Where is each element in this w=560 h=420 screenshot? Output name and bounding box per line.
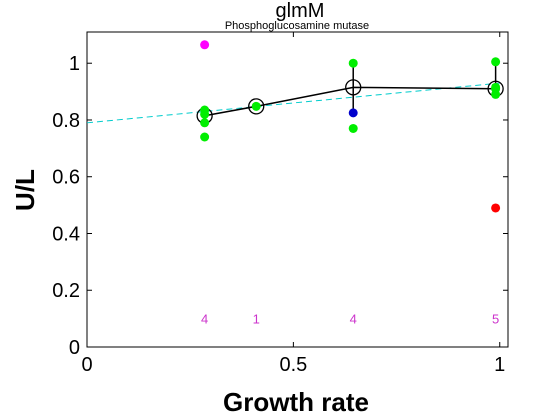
plot-area	[86, 31, 509, 348]
x-tick-label: 1	[494, 354, 505, 376]
data-point	[348, 58, 358, 68]
count-label: 4	[350, 312, 357, 327]
data-point	[348, 108, 358, 118]
x-axis-label: Growth rate	[223, 387, 369, 417]
fit-line-layer	[86, 82, 500, 124]
y-tick-label: 0.2	[52, 280, 80, 302]
count-label: 5	[492, 312, 499, 327]
data-point	[491, 57, 501, 67]
y-axis-label: U/L	[10, 169, 40, 211]
data-point	[200, 109, 210, 119]
data-points-layer	[200, 40, 501, 213]
count-label: 4	[201, 312, 208, 327]
mean-line	[204, 86, 496, 117]
y-tick-label: 0.8	[52, 110, 80, 132]
data-point	[251, 101, 261, 111]
mean-marker	[345, 79, 362, 96]
data-point	[200, 132, 210, 142]
x-tick-label: 0	[81, 354, 92, 376]
chart-title: glmM	[276, 0, 325, 22]
mean-marker	[248, 98, 265, 115]
data-point	[348, 123, 358, 133]
data-point	[200, 118, 210, 128]
x-tick-label: 0.5	[279, 354, 307, 376]
data-point	[491, 203, 501, 213]
y-tick-label: 0.6	[52, 167, 80, 189]
x-ticks: 0 0.5 1	[81, 32, 505, 376]
count-labels-layer: 4 1 4 5	[201, 312, 499, 327]
fit-line	[86, 82, 500, 124]
y-tick-label: 1	[69, 53, 80, 75]
count-label: 1	[253, 312, 260, 327]
data-point	[200, 40, 210, 50]
data-point	[491, 89, 501, 99]
chart-subtitle: Phosphoglucosamine mutase	[225, 20, 369, 32]
y-ticks: 0 0.2 0.4 0.6 0.8 1	[52, 53, 508, 359]
y-tick-label: 0	[69, 337, 80, 359]
y-tick-label: 0.4	[52, 223, 80, 245]
